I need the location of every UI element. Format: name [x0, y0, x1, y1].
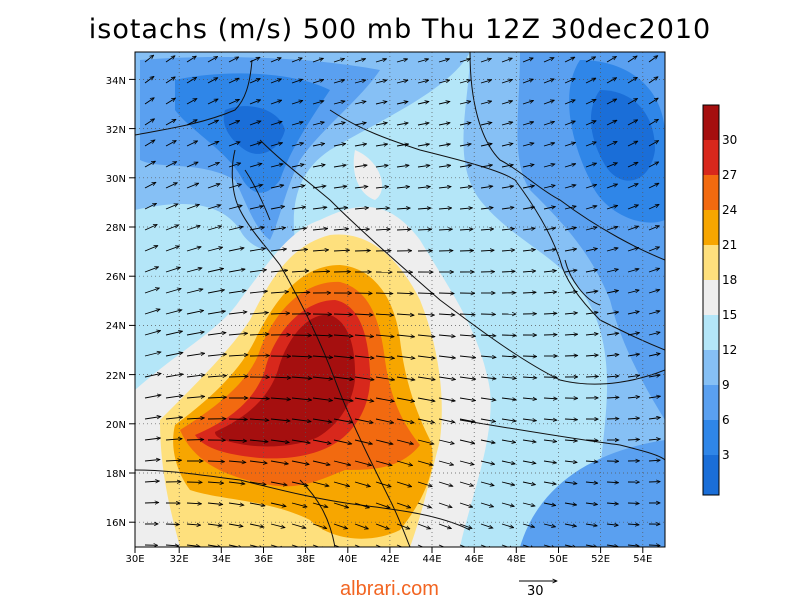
wind-vector [376, 293, 393, 294]
x-tick-label: 54E [633, 554, 652, 565]
wind-vector [565, 356, 578, 357]
x-tick-label: 38E [296, 554, 315, 565]
x-tick-label: 42E [380, 554, 399, 565]
colorbar-swatch [703, 420, 719, 455]
colorbar-swatch [703, 350, 719, 385]
x-tick-label: 44E [422, 554, 441, 565]
wind-vector [166, 524, 179, 525]
y-tick-label: 30N [106, 174, 126, 185]
x-tick-label: 50E [549, 554, 568, 565]
y-tick-label: 18N [106, 469, 126, 480]
wind-vector [439, 293, 454, 294]
wind-vector [145, 503, 159, 504]
y-tick-label: 20N [106, 420, 126, 431]
colorbar: 30 27 24 21 18 15 12 9 6 3 [703, 105, 737, 495]
x-tick-label: 36E [254, 554, 273, 565]
colorbar-label: 18 [722, 273, 737, 287]
credit-text: albrari.com [340, 578, 439, 601]
colorbar-swatch [703, 455, 719, 495]
colorbar-label: 6 [722, 413, 730, 427]
colorbar-label: 24 [722, 203, 737, 217]
wind-vector [502, 335, 516, 336]
colorbar-swatch [703, 175, 719, 210]
wind-vector [523, 356, 537, 357]
wind-vector [586, 376, 598, 377]
wind-vector [229, 376, 248, 377]
colorbar-swatch [703, 385, 719, 420]
colorbar-swatch [703, 210, 719, 245]
wind-vector [355, 251, 370, 252]
colorbar-label: 30 [722, 133, 737, 147]
x-tick-label: 32E [170, 554, 189, 565]
colorbar-swatch [703, 280, 719, 315]
colorbar-swatch [703, 105, 719, 140]
colorbar-label: 3 [722, 448, 730, 462]
y-axis: 16N 18N 20N 22N 24N 26N 28N 30N 32N 34N [106, 76, 135, 529]
wind-vector [460, 251, 474, 252]
reference-vector-label: 30 [527, 584, 544, 599]
y-tick-label: 24N [106, 321, 126, 332]
x-tick-label: 30E [125, 554, 144, 565]
wind-vector [586, 440, 598, 441]
wind-vector [649, 545, 660, 546]
y-tick-label: 26N [106, 272, 126, 283]
y-tick-label: 22N [106, 371, 126, 382]
wind-vector [229, 419, 248, 420]
x-tick-label: 40E [338, 554, 357, 565]
colorbar-label: 9 [722, 378, 730, 392]
x-tick-label: 34E [212, 554, 231, 565]
x-tick-label: 48E [507, 554, 526, 565]
y-tick-label: 16N [106, 518, 126, 529]
colorbar-label: 27 [722, 168, 737, 182]
wind-vector [628, 503, 639, 504]
x-axis: 30E 32E 34E 36E 38E 40E 42E 44E 46E 48E … [125, 547, 652, 565]
colorbar-label: 15 [722, 308, 737, 322]
colorbar-label: 21 [722, 238, 737, 252]
wind-vector [418, 293, 434, 294]
y-tick-label: 28N [106, 223, 126, 234]
x-tick-label: 52E [591, 554, 610, 565]
colorbar-swatch [703, 315, 719, 350]
x-tick-label: 46E [465, 554, 484, 565]
wind-vector [628, 439, 640, 440]
y-tick-label: 32N [106, 125, 126, 136]
wind-vector [187, 440, 204, 441]
colorbar-label: 12 [722, 343, 737, 357]
y-tick-label: 34N [106, 76, 126, 87]
colorbar-swatch [703, 140, 719, 175]
colorbar-swatch [703, 245, 719, 280]
